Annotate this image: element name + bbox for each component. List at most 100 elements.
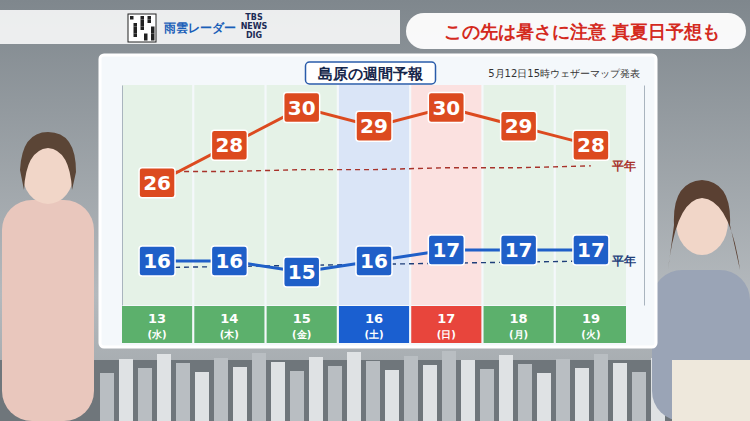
background bbox=[0, 0, 750, 421]
category-label: 17 (日) bbox=[437, 311, 456, 340]
temperature-box bbox=[428, 235, 464, 265]
page: 雨雲レーダーTBSNEWSDIGこの先は暑さに注意 真夏日予想も13(水)14(… bbox=[0, 0, 750, 421]
presenter-body bbox=[2, 200, 94, 421]
category-label: 16(土) bbox=[364, 311, 383, 340]
data-label: 16 bbox=[143, 249, 171, 273]
temperature-box bbox=[284, 93, 320, 123]
column-background bbox=[411, 85, 481, 305]
category-weekday: (木) bbox=[220, 329, 239, 340]
presenter-body bbox=[652, 270, 750, 421]
qr-dot bbox=[130, 16, 134, 20]
qr-dot bbox=[151, 27, 155, 31]
qr-dot bbox=[148, 20, 152, 24]
category-weekday: (土) bbox=[364, 329, 383, 340]
y2-axis-line bbox=[644, 86, 645, 306]
temperature-box bbox=[211, 130, 247, 160]
data-label: 29 bbox=[505, 114, 533, 138]
building bbox=[632, 372, 646, 421]
building bbox=[423, 365, 437, 421]
title: 島原の週間予報 bbox=[318, 65, 424, 83]
plot-marks bbox=[139, 93, 609, 287]
category-weekday: (金) bbox=[292, 329, 311, 340]
qr-dot bbox=[144, 34, 148, 38]
building bbox=[138, 368, 152, 421]
qr-dot bbox=[144, 37, 148, 41]
data-label: 30 bbox=[288, 96, 316, 120]
building bbox=[271, 362, 285, 421]
category-cell bbox=[484, 306, 554, 343]
column-background bbox=[484, 85, 554, 305]
category-day: 14 bbox=[220, 311, 238, 326]
data-label: 15 bbox=[288, 260, 316, 284]
building bbox=[518, 364, 532, 421]
qr-dot bbox=[134, 30, 138, 34]
building bbox=[157, 354, 171, 421]
column-background bbox=[339, 85, 409, 305]
building bbox=[537, 373, 551, 421]
data-label: 17 bbox=[432, 238, 460, 262]
headline-banner bbox=[406, 13, 746, 49]
qr-code bbox=[128, 14, 156, 42]
building bbox=[499, 355, 513, 421]
news-logo-line: DIG bbox=[246, 31, 262, 40]
category-weekday: (火) bbox=[581, 329, 600, 340]
qr-dot bbox=[141, 27, 145, 31]
temperature-box bbox=[501, 111, 537, 141]
category-day: 18 bbox=[510, 311, 528, 326]
building bbox=[461, 360, 475, 421]
qr-dot bbox=[148, 16, 152, 20]
building bbox=[290, 371, 304, 421]
building bbox=[309, 357, 323, 421]
building bbox=[480, 369, 494, 421]
legend-label: 平年 bbox=[611, 159, 636, 173]
building bbox=[176, 363, 190, 421]
column-background bbox=[556, 85, 626, 305]
category-label: 14 (木) bbox=[220, 311, 239, 340]
category-day: 15 bbox=[293, 311, 311, 326]
category-day: 13 bbox=[148, 311, 166, 326]
qr-dot bbox=[134, 27, 138, 31]
temperature-box bbox=[573, 130, 609, 160]
building bbox=[195, 372, 209, 421]
category-day: 17 bbox=[437, 311, 455, 326]
data-label: 30 bbox=[432, 96, 460, 120]
data-label: 28 bbox=[577, 133, 605, 157]
qr-dot bbox=[134, 34, 138, 38]
top-bar bbox=[0, 10, 400, 44]
legend-label: 平年 bbox=[611, 254, 636, 268]
news-logo-line: NEWS bbox=[241, 22, 268, 31]
qr-dot bbox=[151, 30, 155, 34]
data-label: 16 bbox=[215, 249, 243, 273]
y2-axis bbox=[644, 86, 645, 306]
category-label: 15 (金) bbox=[292, 311, 311, 340]
building bbox=[347, 352, 361, 421]
data-label: 29 bbox=[360, 114, 388, 138]
building bbox=[404, 356, 418, 421]
category-weekday: (月) bbox=[509, 329, 528, 340]
temperature-box bbox=[501, 235, 537, 265]
building bbox=[214, 358, 228, 421]
scene: 雨雲レーダーTBSNEWSDIGこの先は暑さに注意 真夏日予想も13(水)14(… bbox=[0, 0, 750, 421]
temperature-box bbox=[284, 257, 320, 287]
title-box bbox=[306, 62, 436, 84]
category-weekday: (日) bbox=[437, 329, 456, 340]
qr-dot bbox=[141, 20, 145, 24]
temperature-box bbox=[573, 235, 609, 265]
category-label: 18 (月) bbox=[509, 311, 528, 340]
presenter-left bbox=[2, 132, 94, 421]
news-logo-line: TBS bbox=[245, 13, 263, 22]
category-cell bbox=[194, 306, 264, 343]
building bbox=[252, 353, 266, 421]
subtitle: 5月12日15時ウェザーマップ発表 bbox=[488, 68, 640, 79]
column-background bbox=[194, 85, 264, 305]
city bbox=[0, 360, 750, 421]
presenter-right bbox=[652, 180, 750, 421]
presenter-skirt bbox=[672, 360, 750, 421]
temperature-box bbox=[428, 93, 464, 123]
category-cell bbox=[339, 306, 409, 343]
columns: 13(水)14(木)15(金)16(土)17(日)18(月)19(火) bbox=[122, 85, 626, 343]
building bbox=[556, 359, 570, 421]
qr-dot bbox=[151, 34, 155, 38]
building bbox=[366, 361, 380, 421]
normal-line bbox=[157, 166, 591, 172]
